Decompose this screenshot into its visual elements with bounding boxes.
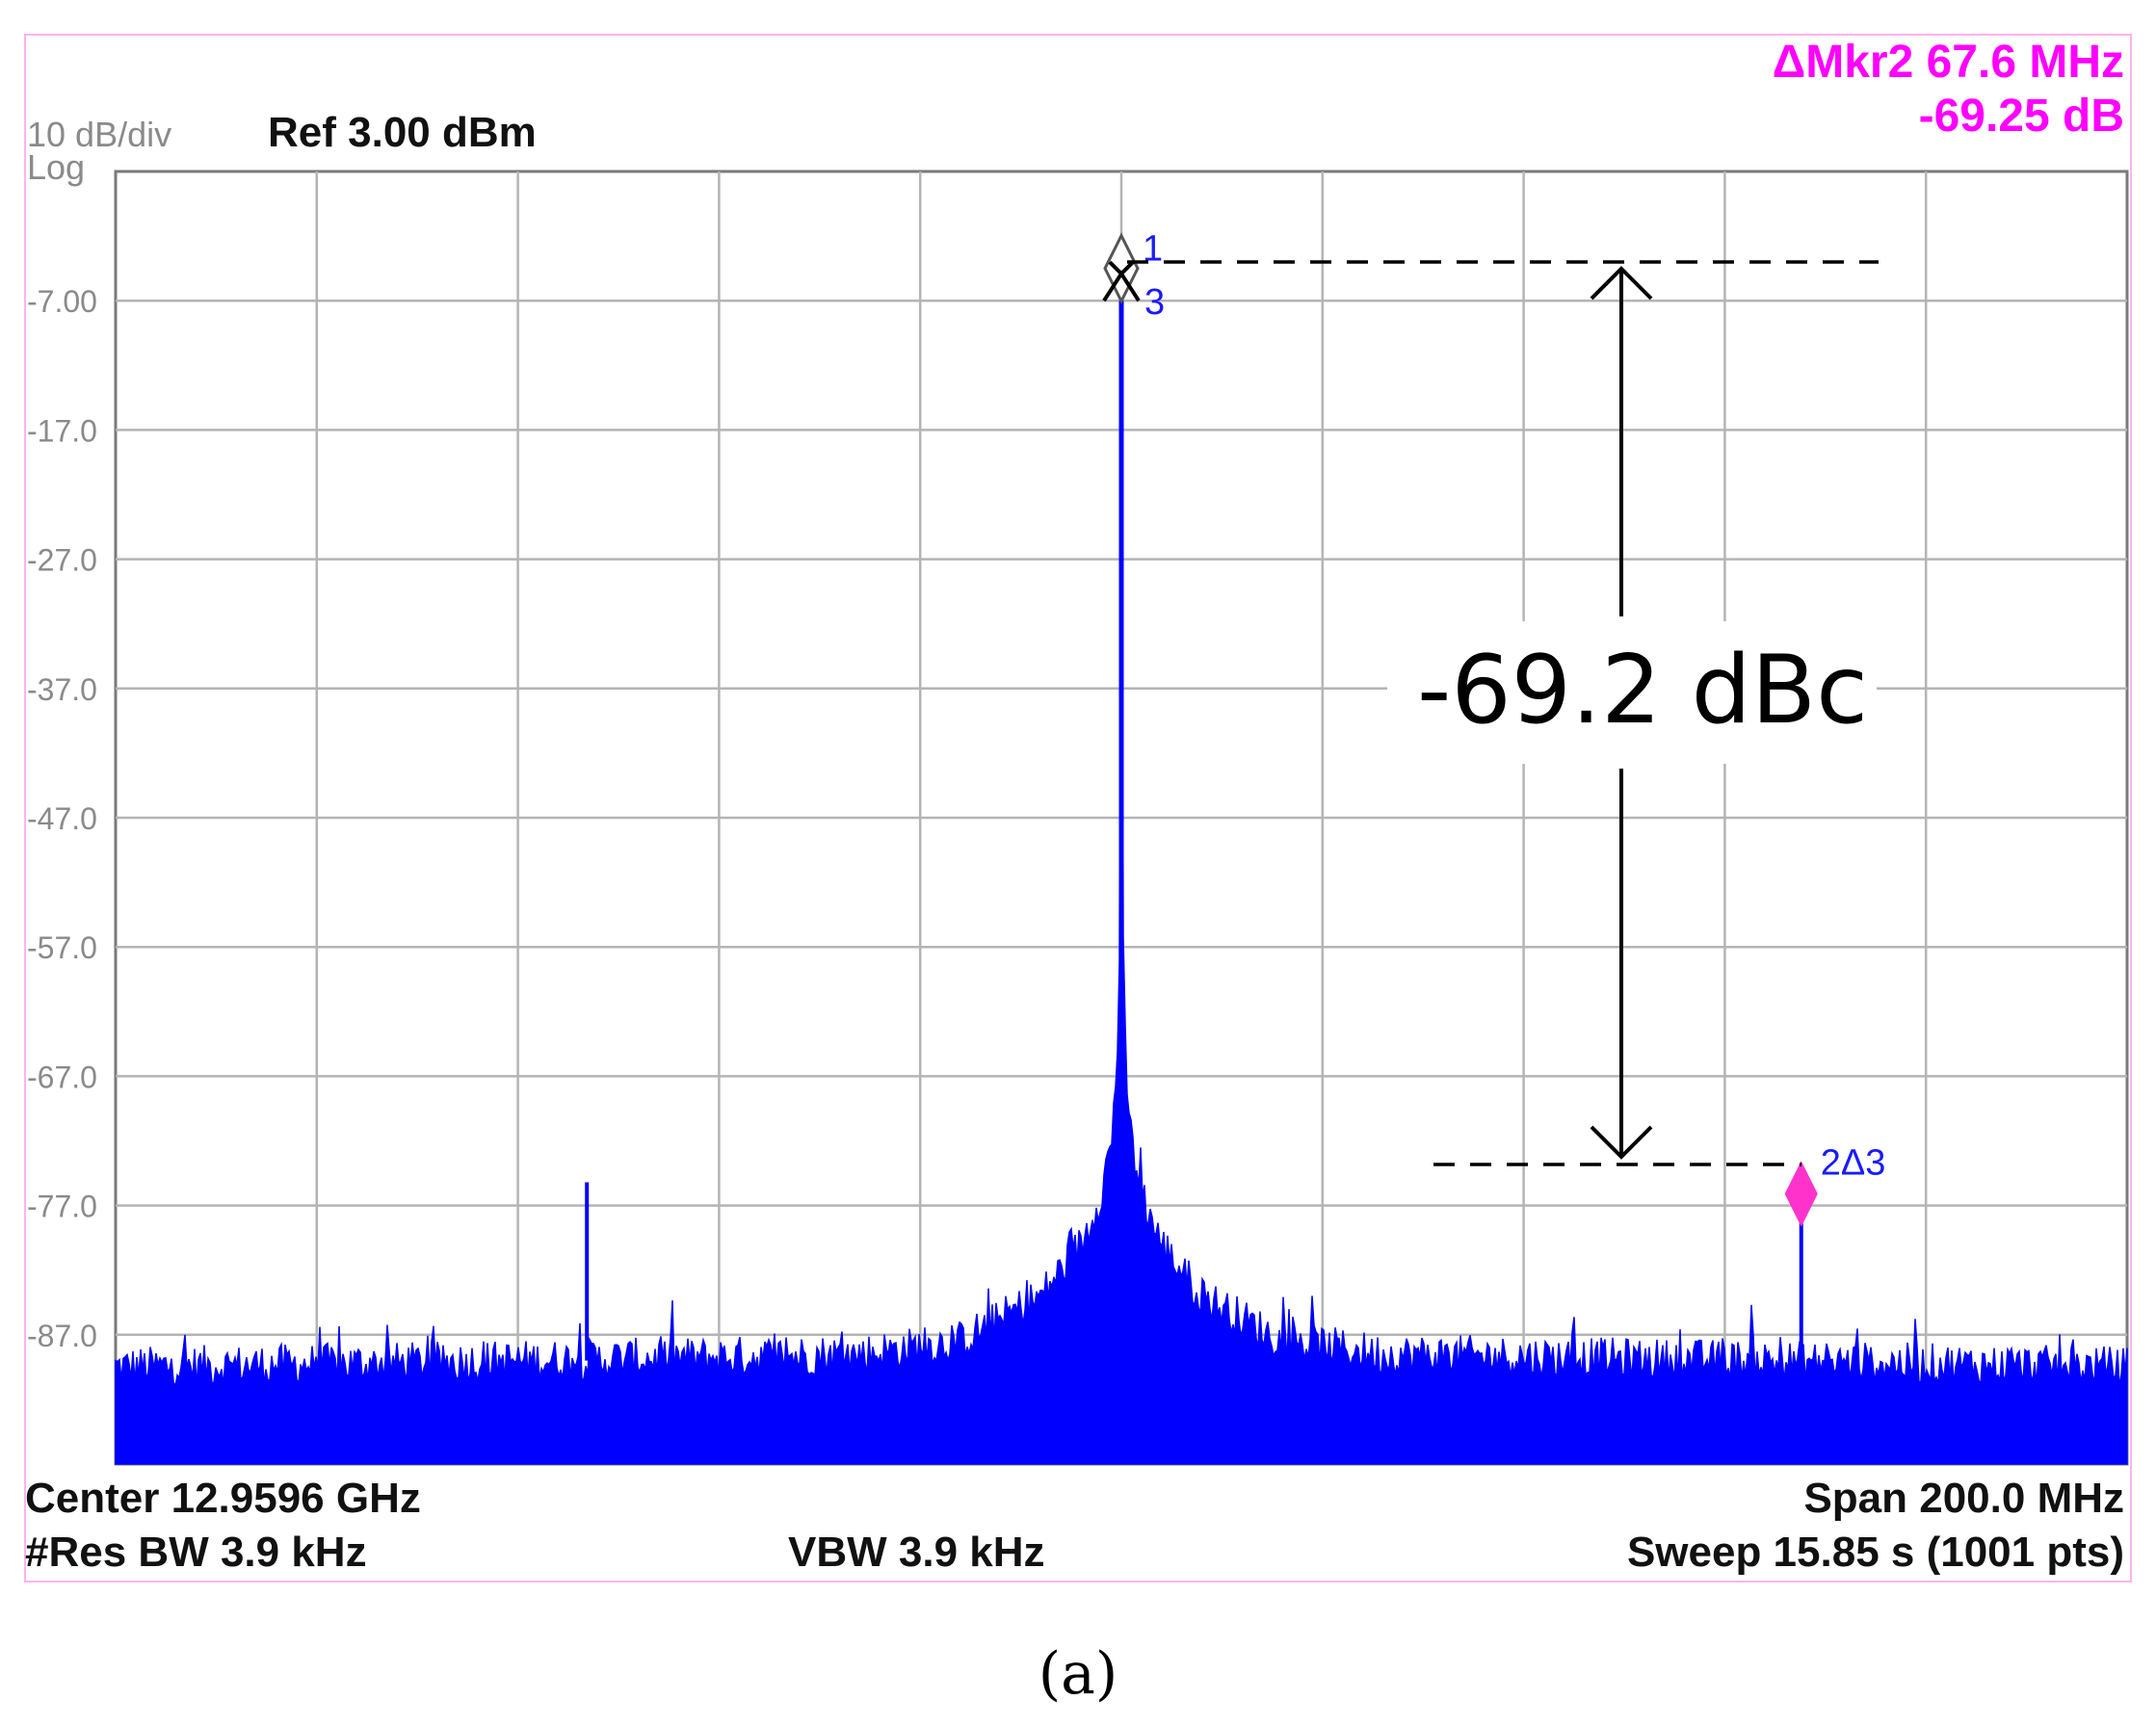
scale-label: 10 dB/div [27,115,171,154]
y-tick-label: -7.00 [27,284,97,319]
marker-3-label: 3 [1144,282,1165,323]
resolution-bandwidth: #Res BW 3.9 kHz [25,1529,367,1576]
annotation-backdrop [1387,621,1877,764]
y-tick-label: -77.0 [27,1190,97,1224]
marker-2-diamond [1784,1161,1818,1227]
y-tick-label: -47.0 [27,801,97,836]
reference-level: Ref 3.00 dBm [268,109,537,156]
marker-3-symbol [1102,260,1141,302]
y-tick-labels: -7.00 -17.0 -27.0 -37.0 -47.0 -57.0 -67.0 -77.0… [27,284,97,1353]
marker-2-label: 2Δ3 [1821,1143,1886,1184]
marker-1-label: 1 [1143,229,1163,270]
y-tick-label: -27.0 [27,543,97,578]
markers: 1 3 2Δ3 [1102,229,1886,1227]
delta-marker-level: -69.25 dB [1919,91,2124,142]
y-tick-label: -37.0 [27,672,97,707]
plot-area: -7.00 -17.0 -27.0 -37.0 -47.0 -57.0 -67.0 -77.0… [27,170,2129,1466]
dbc-measurement: -69.2 dBc [1417,636,1868,745]
sweep: Sweep 15.85 s (1001 pts) [1627,1529,2124,1576]
y-tick-label: -87.0 [27,1319,97,1353]
figure-caption: (a) [1039,1640,1118,1708]
arrow-head-up [1590,266,1653,301]
y-tick-label: -57.0 [27,930,97,965]
screen-frame [24,34,2132,1582]
scale-type: Log [27,147,85,187]
y-tick-label: -17.0 [27,413,97,448]
delta-marker-frequency: ΔMkr2 67.6 MHz [1773,37,2124,88]
arrow-head-down [1590,1125,1653,1160]
dbc-annotation: -69.2 dBc [1127,260,1879,1166]
center-frequency: Center 12.9596 GHz [25,1475,421,1522]
span: Span 200.0 MHz [1803,1475,2124,1522]
y-tick-label: -67.0 [27,1059,97,1094]
video-bandwidth: VBW 3.9 kHz [788,1529,1045,1576]
